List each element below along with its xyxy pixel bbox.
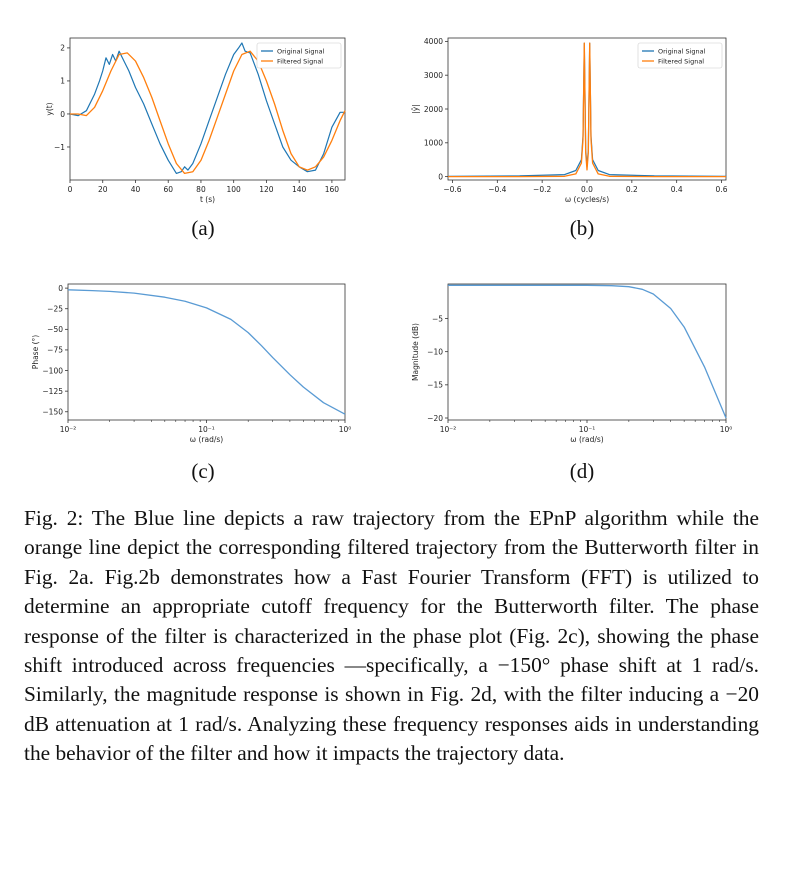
chart-panel-b: −0.6 −0.4 −0.2 0.0 0.2 0.4 0.6 4000 3000 2000 1000…: [411, 37, 728, 204]
y-tick-label: −50: [47, 325, 63, 334]
y-tick-label: 1: [60, 77, 65, 86]
x-tick-label: −0.2: [533, 185, 551, 194]
legend-box: [637, 42, 723, 69]
x-tick-label: 120: [259, 185, 274, 194]
chart-panel-c: 10⁻² 10⁻¹ 10⁰ 0 −25 −50 −75 −100 −125 −150 ω (rad/…: [31, 283, 352, 444]
x-tick-label: 100: [227, 185, 242, 194]
legend-label: Original Signal: [658, 48, 706, 56]
y-tick-label: 4000: [424, 37, 443, 46]
y-tick-label: −15: [427, 381, 443, 390]
x-tick-label: 80: [196, 185, 206, 194]
x-tick-label: 160: [325, 185, 340, 194]
x-tick-label: 0.2: [626, 185, 638, 194]
x-tick-label: 10⁻¹: [198, 425, 215, 434]
legend-label: Original Signal: [277, 48, 325, 56]
x-tick-label: −0.4: [488, 185, 506, 194]
x-tick-label: 10⁰: [720, 425, 733, 434]
y-tick-label: 1000: [424, 139, 443, 148]
chart-panel-d: 10⁻² 10⁻¹ 10⁰ −5 −10 −15 −20 ω (rad/s) Magnitude…: [411, 283, 733, 444]
y-axis-label: |ŷ|: [411, 104, 420, 114]
x-tick-label: 0: [68, 185, 73, 194]
y-axis-label: Phase (°): [31, 335, 40, 369]
x-axis-label: t (s): [200, 195, 215, 204]
y-tick-label: −125: [42, 387, 63, 396]
x-tick-label: 0.0: [581, 185, 593, 194]
x-tick-label: 60: [163, 185, 173, 194]
y-tick-label: −75: [47, 346, 63, 355]
x-tick-label: 10⁻²: [440, 425, 457, 434]
response-curve: [448, 284, 727, 419]
x-tick-label: 0.4: [671, 185, 683, 194]
x-tick-label: 10⁰: [339, 425, 352, 434]
x-tick-label: 40: [131, 185, 141, 194]
x-tick-label: −0.6: [443, 185, 461, 194]
axes-frame: [69, 37, 346, 181]
y-axis-label: y(t): [45, 102, 54, 115]
y-tick-label: −10: [427, 347, 443, 356]
y-tick-label: 0: [58, 284, 63, 293]
axes-frame: [447, 283, 727, 421]
y-tick-label: 2: [60, 44, 65, 53]
series-line-original-signal: [69, 42, 345, 174]
x-tick-label: 10⁻²: [60, 425, 77, 434]
subfigure-label-a: (a): [191, 216, 215, 240]
subfigure-label-c: (c): [191, 459, 215, 483]
subfigure-label-d: (d): [569, 459, 595, 483]
x-tick-label: 20: [98, 185, 108, 194]
y-tick-label: 3000: [424, 71, 443, 80]
subfigure-label-b: (b): [569, 216, 595, 240]
y-tick-label: −1: [54, 143, 65, 152]
legend-box: [256, 42, 342, 69]
axes-frame: [67, 283, 346, 421]
figure-caption: Fig. 2: The Blue line depicts a raw traj…: [24, 506, 759, 766]
chart-panel-a: 0 20 40 60 80 100 120 140 160 2 1 0 −1 t (s) y(t) Origi…: [45, 37, 346, 204]
y-tick-label: −5: [432, 314, 443, 323]
x-axis-label: ω (rad/s): [570, 435, 603, 444]
legend-label: Filtered Signal: [277, 58, 323, 66]
y-tick-label: −150: [42, 408, 63, 417]
x-axis-label: ω (rad/s): [190, 435, 223, 444]
y-tick-label: 2000: [424, 105, 443, 114]
y-tick-label: 0: [438, 172, 443, 181]
legend: Original Signal Filtered Signal: [637, 42, 723, 69]
legend: Original Signal Filtered Signal: [256, 42, 342, 69]
y-tick-label: −100: [42, 366, 63, 375]
legend-label: Filtered Signal: [658, 58, 704, 66]
series-line-filtered-signal: [448, 42, 726, 178]
y-tick-label: 0: [60, 110, 65, 119]
y-tick-label: −25: [47, 305, 63, 314]
x-tick-label: 140: [292, 185, 307, 194]
response-curve: [67, 289, 346, 415]
x-tick-label: 10⁻¹: [579, 425, 596, 434]
x-tick-label: 0.6: [716, 185, 728, 194]
y-axis-label: Magnitude (dB): [411, 323, 420, 381]
series-line-filtered-signal: [70, 50, 346, 175]
y-tick-label: −20: [427, 414, 443, 423]
x-axis-label: ω (cycles/s): [565, 195, 609, 204]
